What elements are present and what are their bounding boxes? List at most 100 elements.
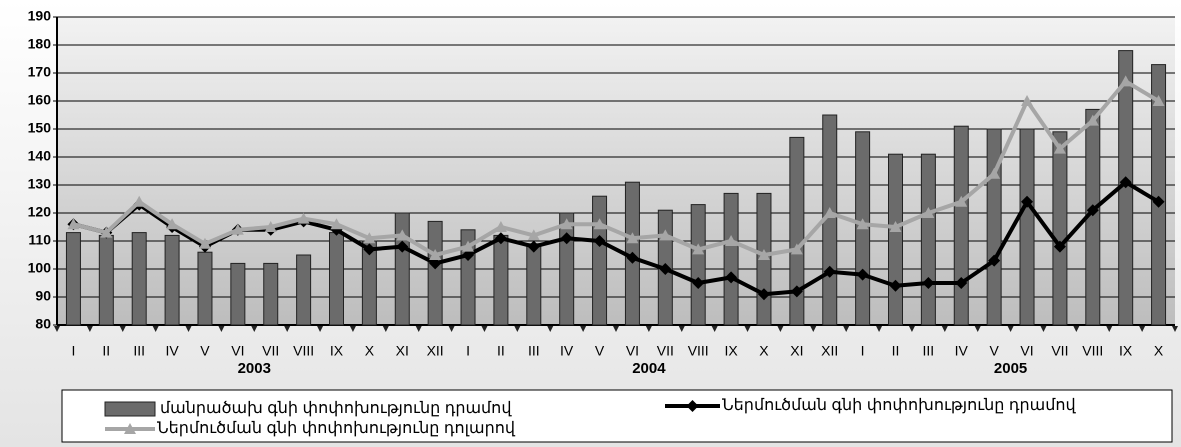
- bar: [164, 234, 180, 326]
- marker: [429, 249, 442, 260]
- marker: [1119, 176, 1132, 189]
- x-tick: [1172, 326, 1178, 332]
- bar: [263, 262, 279, 326]
- marker: [593, 218, 606, 230]
- marker: [462, 249, 475, 261]
- bar: [953, 125, 969, 326]
- x-tick-label: I: [861, 343, 865, 359]
- marker: [1152, 195, 1165, 208]
- marker: [560, 218, 573, 230]
- marker: [823, 265, 836, 278]
- x-tick: [251, 326, 258, 332]
- marker: [626, 251, 639, 264]
- y-tick-label: 150: [28, 120, 52, 136]
- x-tick-label: XI: [396, 343, 409, 359]
- bar: [131, 232, 147, 326]
- marker: [692, 243, 705, 255]
- x-group-label: 2004: [632, 360, 666, 377]
- legend-label: Ներմուծման գնի փոփոխությունը դրամով: [722, 397, 1077, 414]
- x-tick-label: IV: [955, 343, 969, 359]
- marker: [659, 229, 672, 241]
- x-tick: [284, 326, 291, 332]
- marker: [560, 232, 573, 245]
- x-tick-label: II: [102, 343, 110, 359]
- x-tick-label: V: [200, 343, 210, 359]
- x-tick-label: V: [989, 343, 999, 359]
- x-tick: [711, 326, 718, 332]
- marker: [231, 223, 244, 235]
- x-tick: [1007, 326, 1014, 332]
- x-tick-label: X: [1154, 343, 1164, 359]
- x-tick: [481, 326, 488, 332]
- marker: [1053, 142, 1066, 154]
- x-tick-label: VI: [231, 343, 244, 359]
- bar: [592, 195, 608, 326]
- x-tick: [349, 326, 356, 332]
- x-tick-label: XII: [821, 343, 838, 359]
- bar: [65, 232, 81, 326]
- marker: [757, 288, 770, 301]
- y-tick-label: 80: [35, 316, 51, 332]
- x-tick-label: XII: [427, 343, 444, 359]
- marker: [527, 229, 540, 241]
- y-tick-label: 170: [28, 64, 52, 80]
- x-tick: [678, 326, 685, 332]
- x-tick: [1040, 326, 1047, 332]
- marker: [955, 277, 968, 289]
- marker: [1086, 204, 1099, 217]
- x-tick-label: I: [71, 343, 75, 359]
- x-tick-label: II: [892, 343, 900, 359]
- marker: [692, 277, 705, 289]
- marker: [626, 232, 639, 244]
- x-tick-label: VII: [262, 343, 279, 359]
- x-tick-label: VI: [1020, 343, 1033, 359]
- bar: [197, 251, 213, 326]
- x-tick-label: XI: [790, 343, 803, 359]
- marker: [1021, 195, 1034, 208]
- marker: [100, 226, 113, 238]
- marker: [922, 207, 935, 218]
- marker: [462, 240, 475, 252]
- marker: [527, 240, 540, 253]
- marker: [1021, 95, 1034, 106]
- x-tick: [876, 326, 883, 332]
- x-tick-label: III: [528, 343, 540, 359]
- x-tick-label: X: [365, 343, 375, 359]
- marker: [1119, 75, 1132, 87]
- x-tick: [547, 326, 554, 332]
- marker: [1086, 114, 1099, 126]
- bar: [920, 153, 936, 326]
- bar: [1052, 131, 1068, 326]
- x-tick: [185, 326, 192, 332]
- x-tick-label: VII: [657, 343, 674, 359]
- x-tick-label: V: [595, 343, 605, 359]
- x-tick: [1073, 326, 1080, 332]
- marker: [856, 218, 869, 230]
- x-tick-label: VI: [626, 343, 639, 359]
- marker: [988, 167, 1001, 179]
- marker: [922, 277, 935, 289]
- x-group-label: 2005: [994, 360, 1027, 377]
- marker: [988, 254, 1001, 267]
- marker: [1152, 95, 1165, 106]
- marker: [790, 243, 803, 255]
- x-tick: [974, 326, 981, 332]
- bar: [526, 243, 542, 326]
- x-tick-label: I: [466, 343, 470, 359]
- x-tick-label: IX: [1119, 343, 1133, 359]
- x-tick-label: IX: [330, 343, 344, 359]
- x-tick: [645, 326, 652, 332]
- marker: [396, 229, 409, 241]
- marker: [363, 243, 376, 256]
- x-tick-label: VIII: [688, 343, 709, 359]
- bar: [723, 192, 739, 326]
- marks: [65, 50, 1167, 326]
- marker: [757, 249, 770, 260]
- marker: [686, 400, 699, 412]
- x-tick-label: VIII: [1082, 343, 1103, 359]
- marker: [429, 257, 442, 270]
- x-tick-label: II: [497, 343, 505, 359]
- marker: [494, 232, 507, 245]
- x-tick: [744, 326, 751, 332]
- marker: [396, 240, 409, 253]
